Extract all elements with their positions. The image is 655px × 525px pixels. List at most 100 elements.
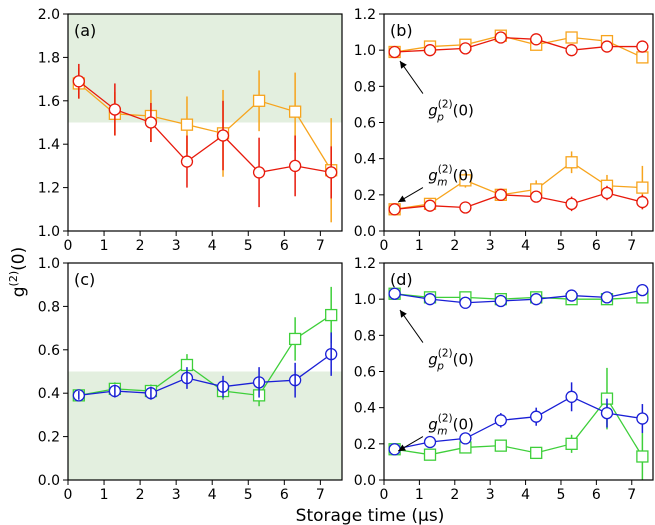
data-point-square bbox=[636, 450, 649, 463]
plot-frame bbox=[383, 13, 654, 232]
annotation-arrowhead bbox=[398, 444, 406, 452]
data-point-circle bbox=[216, 129, 230, 142]
y-tick-label: 1.4 bbox=[38, 137, 60, 153]
annotation-label: g(2)(0) bbox=[428, 163, 474, 184]
data-point-circle bbox=[530, 33, 543, 46]
x-tick-label: 4 bbox=[208, 238, 217, 254]
x-tick-label: 0 bbox=[380, 238, 389, 254]
y-tick-label: 0.6 bbox=[354, 116, 376, 132]
data-point-circle bbox=[494, 414, 507, 427]
y-tick-label: 0.4 bbox=[354, 401, 376, 417]
x-tick-label: 1 bbox=[415, 487, 424, 503]
data-point-circle bbox=[325, 166, 338, 179]
data-point-circle bbox=[530, 293, 543, 306]
annotation-subscript: m bbox=[437, 176, 447, 188]
y-tick-label: 0.2 bbox=[354, 437, 376, 453]
panel-c: 0 1 2 3 4 5 6 7 0.0 0.2 0.4 0.6 0.8 1.0 (c) bbox=[38, 256, 343, 503]
data-point-circle bbox=[423, 293, 437, 306]
panel-label: (b) bbox=[390, 21, 413, 40]
data-point-circle bbox=[423, 435, 437, 449]
x-tick-label: 3 bbox=[172, 238, 181, 254]
y-tick-label: 1.0 bbox=[38, 224, 60, 240]
data-point-square bbox=[423, 448, 437, 461]
data-point-circle bbox=[600, 406, 614, 420]
annotation-label: g(2)(0) bbox=[428, 98, 474, 119]
x-tick-label: 7 bbox=[316, 238, 325, 254]
series-red-3 bbox=[388, 185, 649, 216]
data-point-square bbox=[288, 105, 302, 118]
plot-frame bbox=[67, 13, 343, 232]
x-tick-label: 2 bbox=[136, 487, 145, 503]
data-point-square bbox=[636, 181, 649, 194]
data-point-circle bbox=[600, 186, 614, 200]
x-tick-label: 6 bbox=[592, 487, 601, 503]
x-tick-label: 5 bbox=[244, 238, 253, 254]
plot-frame bbox=[67, 262, 343, 481]
y-tick-label: 1.0 bbox=[38, 256, 60, 272]
series-red-1 bbox=[388, 31, 649, 59]
data-point-circle bbox=[494, 188, 507, 201]
x-tick-label: 4 bbox=[521, 487, 530, 503]
x-tick-label: 7 bbox=[627, 487, 636, 503]
annotation-1: g(2)(0)m bbox=[397, 163, 474, 203]
data-point-circle bbox=[108, 103, 122, 116]
y-axis-label: g(2)(0) bbox=[7, 247, 29, 297]
data-point-circle bbox=[565, 197, 578, 211]
data-point-square bbox=[565, 31, 578, 44]
x-tick-label: 0 bbox=[64, 487, 73, 503]
x-tick-label: 7 bbox=[627, 238, 636, 254]
data-point-circle bbox=[459, 42, 472, 55]
y-tick-label: 0.4 bbox=[38, 386, 60, 402]
panels: 0 1 2 3 4 5 6 7 1.0 1.2 1.4 1.6 1.8 2.0 (a) 0 1 2 3 4 5 6 7 0.0… bbox=[38, 7, 654, 503]
y-tick-label: 0.4 bbox=[354, 152, 376, 168]
data-point-circle bbox=[459, 296, 472, 309]
x-tick-label: 2 bbox=[450, 238, 459, 254]
y-tick-label: 0.8 bbox=[38, 299, 60, 315]
series-red-1 bbox=[72, 63, 338, 208]
x-tick-label: 0 bbox=[64, 238, 73, 254]
annotation-arrowhead bbox=[399, 61, 407, 69]
x-tick-label: 5 bbox=[557, 238, 566, 254]
x-tick-label: 7 bbox=[316, 487, 325, 503]
data-point-circle bbox=[72, 75, 85, 88]
y-tick-label: 0.8 bbox=[354, 328, 376, 344]
y-tick-label: 0.0 bbox=[38, 473, 60, 489]
y-tick-label: 0.2 bbox=[354, 188, 376, 204]
data-point-square bbox=[494, 439, 507, 452]
y-tick-label: 0.6 bbox=[354, 365, 376, 381]
x-tick-label: 5 bbox=[557, 487, 566, 503]
data-point-circle bbox=[388, 45, 401, 59]
x-tick-label: 6 bbox=[280, 487, 289, 503]
y-tick-label: 1.2 bbox=[354, 256, 376, 272]
data-point-square bbox=[565, 437, 578, 450]
data-point-circle bbox=[252, 166, 266, 179]
data-point-circle bbox=[388, 287, 401, 300]
plot-frame bbox=[383, 262, 654, 481]
x-tick-label: 2 bbox=[136, 238, 145, 254]
x-tick-label: 5 bbox=[244, 487, 253, 503]
data-point-circle bbox=[388, 443, 401, 456]
y-tick-label: 0.0 bbox=[354, 224, 376, 240]
y-tick-label: 1.8 bbox=[38, 50, 60, 66]
y-tick-label: 1.6 bbox=[38, 94, 60, 110]
annotation-label: g(2)(0) bbox=[428, 347, 474, 368]
x-tick-label: 3 bbox=[486, 238, 495, 254]
data-point-circle bbox=[423, 44, 437, 57]
x-tick-label: 0 bbox=[380, 487, 389, 503]
data-point-circle bbox=[600, 40, 614, 53]
x-tick-label: 1 bbox=[100, 487, 109, 503]
annotation-arrowhead bbox=[399, 310, 407, 318]
data-point-square bbox=[636, 51, 649, 64]
data-point-circle bbox=[600, 291, 614, 304]
x-tick-label: 4 bbox=[521, 238, 530, 254]
y-tick-label: 0.0 bbox=[354, 473, 376, 489]
panel-b: 0 1 2 3 4 5 6 70.00.20.40.60.81.01.2g(2)(0)pg(2… bbox=[354, 7, 654, 254]
y-tick-label: 1.0 bbox=[354, 292, 376, 308]
data-point-square bbox=[459, 174, 472, 187]
annotation-label: g(2)(0) bbox=[428, 412, 474, 433]
series-blue-1 bbox=[388, 283, 649, 309]
data-point-circle bbox=[636, 412, 649, 425]
x-tick-label: 4 bbox=[208, 487, 217, 503]
y-tick-label: 2.0 bbox=[38, 7, 60, 23]
